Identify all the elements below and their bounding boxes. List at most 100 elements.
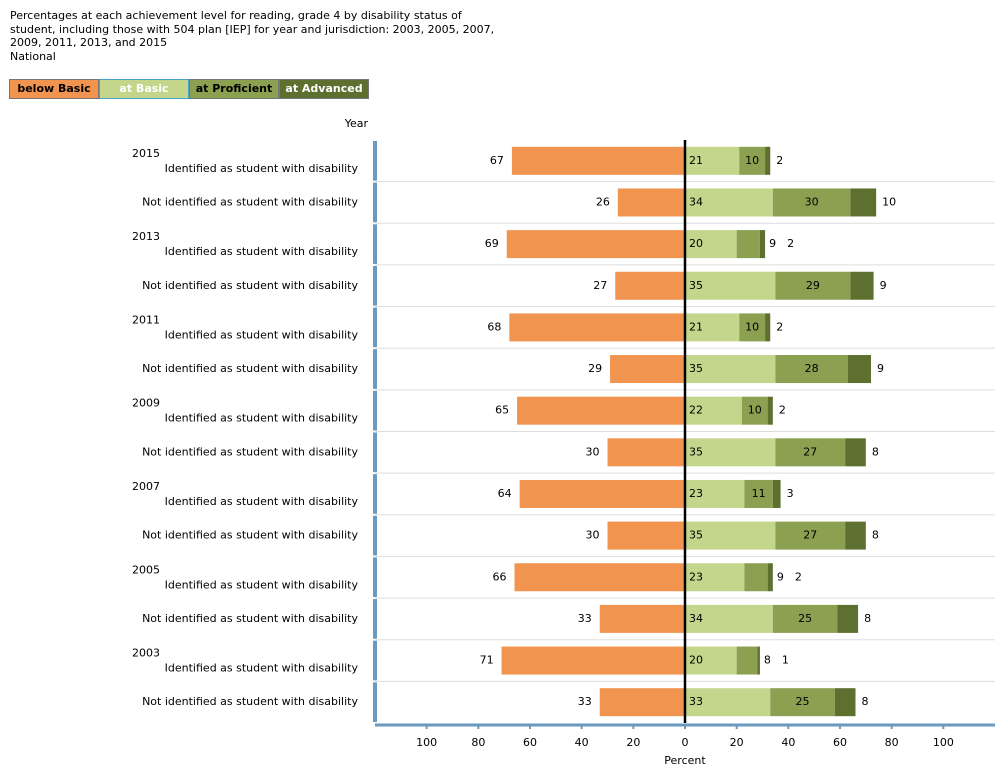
- value-label: 21: [689, 154, 703, 167]
- bar: [850, 188, 877, 217]
- bar: [845, 521, 866, 550]
- value-label: 9: [877, 362, 884, 375]
- legend-item[interactable]: at Proficient: [189, 79, 279, 99]
- bar: [741, 396, 768, 425]
- bar: [501, 646, 685, 675]
- bar: [765, 146, 771, 175]
- category-label: Not identified as student with disabilit…: [142, 362, 358, 375]
- value-label: 28: [805, 362, 819, 375]
- bar: [685, 563, 745, 592]
- value-label: 25: [798, 612, 812, 625]
- year-label: 2013: [132, 230, 160, 243]
- x-tick-label: 80: [471, 736, 485, 749]
- value-label: 22: [689, 404, 703, 417]
- year-label: 2005: [132, 563, 160, 576]
- value-label: 27: [803, 529, 817, 542]
- year-label: 2009: [132, 397, 160, 410]
- value-label: 71: [480, 654, 494, 667]
- bar: [847, 355, 871, 384]
- chart-subtitle: National: [10, 49, 56, 63]
- value-label: 30: [586, 529, 600, 542]
- x-tick-label: 100: [416, 736, 437, 749]
- value-label: 30: [805, 195, 819, 208]
- bar: [744, 563, 768, 592]
- x-tick-label: 60: [833, 736, 847, 749]
- bar: [685, 355, 776, 384]
- bar: [685, 396, 742, 425]
- value-label: 2: [776, 154, 783, 167]
- bar: [506, 230, 685, 259]
- bar: [739, 313, 766, 342]
- value-label: 66: [493, 570, 507, 583]
- value-label: 34: [689, 612, 703, 625]
- category-label: Not identified as student with disabilit…: [142, 279, 358, 292]
- x-tick-label: 100: [933, 736, 954, 749]
- value-label: 64: [498, 487, 512, 500]
- bar: [599, 688, 685, 717]
- value-label: 29: [588, 362, 602, 375]
- value-label: 10: [882, 195, 896, 208]
- x-axis-label: Percent: [664, 754, 706, 767]
- bar: [767, 396, 773, 425]
- value-label: 8: [872, 529, 879, 542]
- value-label: 27: [803, 445, 817, 458]
- bar: [607, 438, 685, 467]
- category-label: Identified as student with disability: [165, 328, 359, 341]
- x-tick-label: 20: [730, 736, 744, 749]
- x-tick-label: 60: [523, 736, 537, 749]
- bar: [685, 188, 773, 217]
- value-label: 25: [796, 695, 810, 708]
- bar: [685, 688, 771, 717]
- legend-item[interactable]: at Advanced: [279, 79, 369, 99]
- bar: [775, 438, 846, 467]
- value-label: 33: [689, 695, 703, 708]
- bar: [744, 479, 773, 508]
- bar: [599, 604, 685, 633]
- bar: [685, 479, 745, 508]
- value-label: 1: [782, 654, 789, 667]
- bar: [509, 313, 685, 342]
- bar: [845, 438, 866, 467]
- bar: [837, 604, 859, 633]
- bar: [767, 563, 773, 592]
- bar: [775, 355, 848, 384]
- bar: [757, 646, 760, 675]
- bar: [765, 313, 771, 342]
- value-label: 8: [864, 612, 871, 625]
- value-label: 23: [689, 487, 703, 500]
- bar: [736, 646, 758, 675]
- value-label: 2: [787, 237, 794, 250]
- category-label: Identified as student with disability: [165, 162, 359, 175]
- bar: [607, 521, 685, 550]
- x-tick-label: 80: [885, 736, 899, 749]
- value-label: 69: [485, 237, 499, 250]
- year-label: 2015: [132, 147, 160, 160]
- bar: [615, 271, 685, 300]
- bar: [685, 230, 737, 259]
- bar: [685, 271, 776, 300]
- bar: [759, 230, 766, 259]
- value-label: 65: [495, 404, 509, 417]
- bar: [511, 146, 685, 175]
- category-label: Identified as student with disability: [165, 412, 359, 425]
- value-label: 35: [689, 445, 703, 458]
- bar: [850, 271, 874, 300]
- category-label: Not identified as student with disabilit…: [142, 612, 358, 625]
- value-label: 2: [795, 570, 802, 583]
- bar: [775, 521, 846, 550]
- value-label: 9: [880, 279, 887, 292]
- bar: [519, 479, 685, 508]
- x-tick-label: 40: [575, 736, 589, 749]
- category-label: Identified as student with disability: [165, 662, 359, 675]
- category-label: Identified as student with disability: [165, 495, 359, 508]
- bar: [685, 646, 737, 675]
- bar: [617, 188, 685, 217]
- legend-item[interactable]: below Basic: [9, 79, 99, 99]
- value-label: 11: [752, 487, 766, 500]
- bar: [834, 688, 856, 717]
- bar: [772, 604, 838, 633]
- value-label: 30: [586, 445, 600, 458]
- value-label: 35: [689, 362, 703, 375]
- legend-item[interactable]: at Basic: [99, 79, 189, 99]
